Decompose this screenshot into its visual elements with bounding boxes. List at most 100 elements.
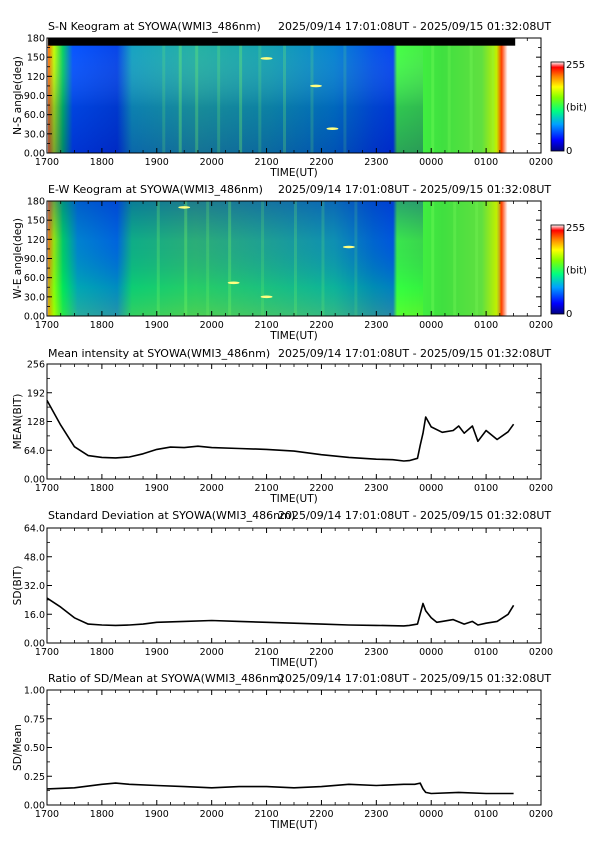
series-line xyxy=(46,782,514,795)
keogram-streak xyxy=(343,38,347,153)
x-tick-label: 2200 xyxy=(309,809,333,820)
colorbar-max-label: 255 xyxy=(566,60,585,71)
panel-4: Standard Deviation at SYOWA(WMI3_486nm) 2… xyxy=(12,509,553,669)
y-tick-label: 150 xyxy=(27,216,45,227)
x-tick-label: 0200 xyxy=(529,647,553,658)
x-tick-label: 1700 xyxy=(35,647,59,658)
keogram-streak xyxy=(178,38,182,153)
x-tick-label: 2200 xyxy=(309,320,333,331)
y-tick-label: 1.00 xyxy=(24,686,45,697)
y-tick-label: 90.0 xyxy=(24,254,45,265)
x-tick-label: 2000 xyxy=(200,320,224,331)
x-tick-label: 0000 xyxy=(419,320,443,331)
keogram-bright-spot xyxy=(178,206,191,209)
y-tick-label: 30.0 xyxy=(24,129,45,140)
x-tick-label: 0200 xyxy=(529,483,553,494)
x-axis-label: TIME(UT) xyxy=(269,493,318,505)
keogram-streak xyxy=(354,201,358,316)
x-tick-label: 0000 xyxy=(419,483,443,494)
keogram-bright-spot xyxy=(260,57,273,60)
keogram-streak xyxy=(497,201,501,316)
colorbar-max-label: 255 xyxy=(566,223,585,234)
x-tick-label: 0100 xyxy=(474,647,498,658)
y-tick-label: 16.0 xyxy=(24,610,45,621)
x-axis-label: TIME(UT) xyxy=(269,167,318,179)
chart-title: Mean intensity at SYOWA(WMI3_486nm) xyxy=(48,347,270,360)
colorbar-min-label: 0 xyxy=(566,309,572,320)
keogram-streak xyxy=(156,201,160,316)
chart-subtitle: 2025/09/14 17:01:08UT - 2025/09/15 01:32… xyxy=(278,20,551,33)
y-tick-label: 180 xyxy=(27,34,45,45)
x-tick-label: 1800 xyxy=(90,320,114,331)
keogram-streak xyxy=(239,38,243,153)
keogram-streak xyxy=(261,201,265,316)
x-tick-label: 2200 xyxy=(309,157,333,168)
x-tick-label: 1700 xyxy=(35,157,59,168)
y-tick-label: 0.75 xyxy=(24,714,45,725)
y-tick-label: 64.0 xyxy=(24,524,45,535)
y-tick-label: 0.00 xyxy=(24,801,45,812)
y-tick-label: 0.50 xyxy=(24,743,45,754)
panel-5: Ratio of SD/Mean at SYOWA(WMI3_486nm)202… xyxy=(12,672,553,831)
x-tick-label: 2200 xyxy=(309,647,333,658)
keogram-streak xyxy=(453,201,457,316)
x-tick-label: 1700 xyxy=(35,320,59,331)
panel-1: S-N Keogram at SYOWA(WMI3_486nm) 2025/09/… xyxy=(12,20,587,179)
x-tick-label: 1800 xyxy=(90,483,114,494)
y-tick-label: 60.0 xyxy=(24,110,45,121)
keogram-streak xyxy=(469,38,473,153)
x-tick-label: 1700 xyxy=(35,483,59,494)
colorbar xyxy=(550,224,565,315)
y-tick-label: 180 xyxy=(27,197,45,208)
keogram-bright-spot xyxy=(326,127,339,131)
keogram-bright-spot xyxy=(309,84,322,88)
keogram-streak xyxy=(431,201,435,316)
x-tick-label: 0100 xyxy=(474,320,498,331)
x-axis-label: TIME(UT) xyxy=(269,330,318,342)
no-data-band xyxy=(48,38,541,46)
y-tick-label: 120 xyxy=(27,72,45,83)
keogram-streak xyxy=(184,201,188,316)
x-tick-label: 2000 xyxy=(200,483,224,494)
y-tick-label: 128 xyxy=(27,417,45,428)
chart-subtitle: 2025/09/14 17:01:08UT - 2025/09/15 01:32… xyxy=(278,672,551,685)
x-tick-label: 2300 xyxy=(364,157,388,168)
x-tick-label: 2100 xyxy=(254,647,278,658)
x-tick-label: 2300 xyxy=(364,483,388,494)
y-axis-label: N-S angle(deg) xyxy=(12,56,24,135)
keogram-streak xyxy=(283,38,287,153)
y-tick-label: 0.00 xyxy=(24,639,45,650)
y-tick-label: 32.0 xyxy=(24,581,45,592)
keogram-bright-spot xyxy=(260,295,273,299)
y-tick-label: 60.0 xyxy=(24,273,45,284)
y-tick-label: 64.0 xyxy=(24,446,45,457)
chart-title: S-N Keogram at SYOWA(WMI3_486nm) xyxy=(48,20,261,33)
y-axis-label: W-E angle(deg) xyxy=(12,218,24,299)
y-tick-label: 192 xyxy=(27,388,45,399)
x-tick-label: 0100 xyxy=(474,809,498,820)
x-tick-label: 0000 xyxy=(419,809,443,820)
keogram-streak xyxy=(206,201,210,316)
x-tick-label: 1800 xyxy=(90,647,114,658)
y-tick-label: 256 xyxy=(27,360,45,371)
x-tick-label: 0100 xyxy=(474,483,498,494)
chart-title: Standard Deviation at SYOWA(WMI3_486nm) xyxy=(48,509,295,522)
series-line xyxy=(46,597,515,627)
x-tick-label: 2100 xyxy=(254,320,278,331)
x-tick-label: 2000 xyxy=(200,809,224,820)
y-tick-label: 90.0 xyxy=(24,91,45,102)
keogram-bright-spot xyxy=(342,245,355,249)
colorbar-min-label: 0 xyxy=(566,146,572,157)
x-tick-label: 2100 xyxy=(254,483,278,494)
y-tick-label: 0.25 xyxy=(24,772,45,783)
y-tick-label: 150 xyxy=(27,53,45,64)
y-tick-label: 48.0 xyxy=(24,552,45,563)
colorbar-unit-label: (bit) xyxy=(566,103,587,114)
panel-2: E-W Keogram at SYOWA(WMI3_486nm) 2025/09/… xyxy=(12,183,587,342)
keogram-streak xyxy=(475,201,479,316)
x-tick-label: 0200 xyxy=(529,157,553,168)
keogram-streak xyxy=(491,38,495,153)
x-tick-label: 2300 xyxy=(364,320,388,331)
y-tick-label: 120 xyxy=(27,235,45,246)
